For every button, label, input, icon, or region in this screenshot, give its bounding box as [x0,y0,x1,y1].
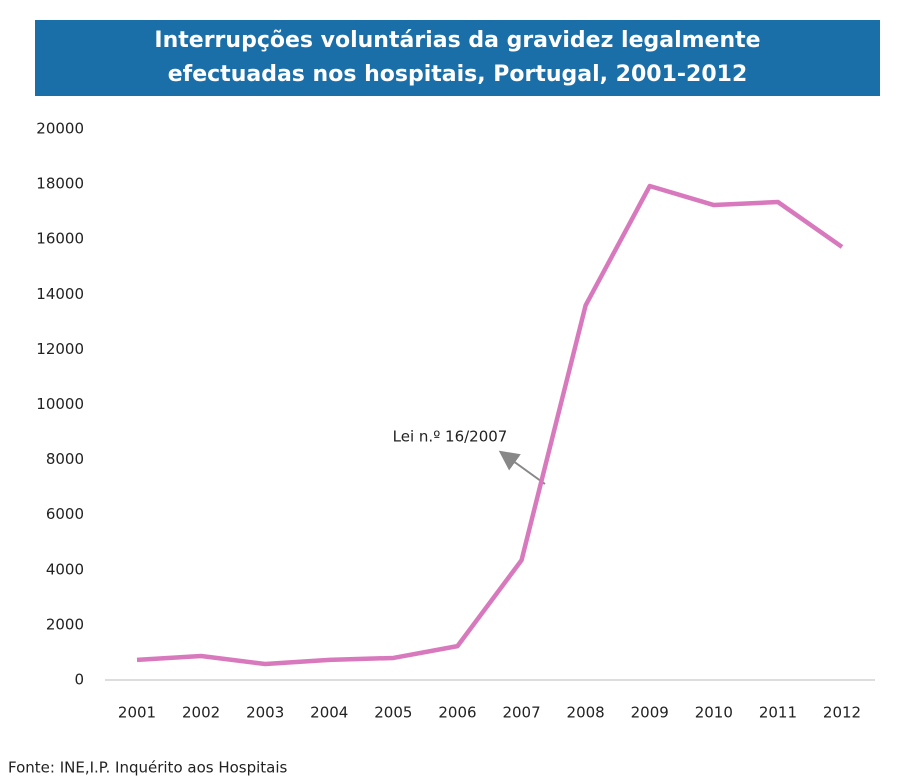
x-tick-label: 2007 [502,704,540,722]
y-tick-label: 0 [74,671,84,689]
x-tick-label: 2009 [631,704,669,722]
chart-title: Interrupções voluntárias da gravidez leg… [35,20,880,96]
x-tick-label: 2008 [567,704,605,722]
x-tick-label: 2005 [374,704,412,722]
y-tick-label: 6000 [46,505,84,523]
y-tick-label: 12000 [36,340,84,358]
y-tick-label: 8000 [46,450,84,468]
y-tick-label: 14000 [36,285,84,303]
line [136,183,844,667]
x-tick-label: 2004 [310,704,348,722]
y-tick-label: 18000 [36,175,84,193]
annotation-arrow [498,450,546,485]
y-tick-label: 2000 [46,615,84,633]
source: Fonte: INE,I.P. Inquérito aos Hospitais [8,759,288,777]
x-tick-label: 2001 [118,704,156,722]
x-tick-label: 2003 [246,704,284,722]
y-tick-label: 10000 [36,395,84,413]
y-tick-label: 4000 [46,560,84,578]
x-tick-label: 2002 [182,704,220,722]
annotation: Lei n.º 16/2007 [393,428,508,446]
y-tick-label: 16000 [36,230,84,248]
x-tick-label: 2006 [438,704,476,722]
x-tick-label: 2010 [695,704,733,722]
x-tick-label: 2011 [759,704,797,722]
x-tick-label: 2012 [823,704,861,722]
y-tick-label: 20000 [36,120,84,138]
